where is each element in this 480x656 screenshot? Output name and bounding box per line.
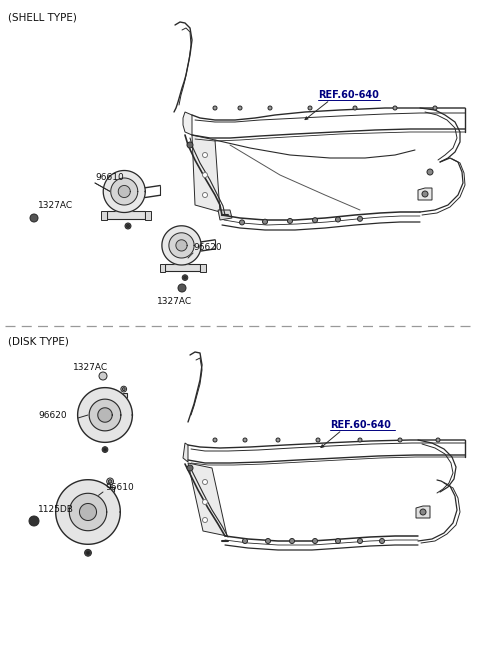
Polygon shape (107, 487, 113, 520)
Polygon shape (107, 211, 144, 218)
Polygon shape (218, 210, 232, 220)
Circle shape (243, 438, 247, 442)
Text: 1327AC: 1327AC (38, 201, 73, 209)
Circle shape (238, 106, 242, 110)
Polygon shape (78, 388, 132, 442)
Polygon shape (162, 226, 201, 265)
Text: 96620: 96620 (193, 243, 222, 253)
Circle shape (182, 275, 188, 280)
Circle shape (86, 551, 90, 554)
Circle shape (353, 106, 357, 110)
Text: 96620: 96620 (38, 411, 67, 419)
Circle shape (213, 106, 217, 110)
Text: 1327AC: 1327AC (73, 363, 108, 371)
Polygon shape (418, 188, 432, 200)
Circle shape (203, 192, 207, 197)
Circle shape (122, 388, 125, 390)
Circle shape (213, 438, 217, 442)
Polygon shape (188, 463, 227, 536)
Circle shape (203, 152, 207, 157)
Polygon shape (56, 480, 120, 544)
Circle shape (203, 480, 207, 485)
Text: 1125DB: 1125DB (38, 506, 74, 514)
Circle shape (99, 372, 107, 380)
Polygon shape (103, 171, 145, 213)
Circle shape (84, 549, 91, 556)
Circle shape (29, 516, 39, 526)
Circle shape (398, 438, 402, 442)
Polygon shape (111, 178, 138, 205)
Circle shape (121, 386, 127, 392)
Circle shape (358, 216, 362, 221)
Text: 96610: 96610 (105, 483, 134, 493)
Text: (DISK TYPE): (DISK TYPE) (8, 336, 69, 346)
Circle shape (103, 413, 107, 417)
Circle shape (107, 478, 113, 485)
Circle shape (203, 173, 207, 178)
Text: 1327AC: 1327AC (157, 298, 192, 306)
Circle shape (289, 539, 295, 544)
Polygon shape (98, 408, 112, 422)
Text: (SHELL TYPE): (SHELL TYPE) (8, 12, 77, 22)
Circle shape (393, 106, 397, 110)
Circle shape (187, 465, 193, 471)
Circle shape (187, 142, 193, 148)
Circle shape (422, 191, 428, 197)
Circle shape (30, 214, 38, 222)
Polygon shape (121, 394, 127, 422)
Polygon shape (192, 135, 220, 212)
Circle shape (276, 438, 280, 442)
Circle shape (268, 106, 272, 110)
Circle shape (263, 219, 267, 224)
Polygon shape (144, 211, 151, 220)
Circle shape (178, 284, 186, 292)
Circle shape (436, 438, 440, 442)
Polygon shape (183, 112, 192, 135)
Polygon shape (416, 506, 430, 518)
Polygon shape (201, 264, 206, 272)
Circle shape (288, 218, 292, 224)
Polygon shape (89, 399, 121, 431)
Polygon shape (69, 493, 107, 531)
Polygon shape (183, 443, 188, 462)
Circle shape (104, 448, 107, 451)
Text: 96610: 96610 (95, 173, 124, 182)
Polygon shape (169, 233, 194, 258)
Polygon shape (101, 211, 107, 220)
Circle shape (427, 169, 433, 175)
Circle shape (308, 106, 312, 110)
Circle shape (420, 509, 426, 515)
Polygon shape (80, 504, 96, 520)
Circle shape (102, 447, 108, 453)
Circle shape (125, 223, 131, 229)
Polygon shape (118, 186, 130, 197)
Circle shape (316, 438, 320, 442)
Circle shape (203, 499, 207, 504)
Circle shape (127, 224, 130, 228)
Circle shape (108, 480, 112, 483)
Circle shape (336, 217, 340, 222)
Circle shape (358, 539, 362, 544)
Circle shape (242, 539, 248, 544)
Circle shape (380, 539, 384, 544)
Circle shape (312, 218, 317, 222)
Circle shape (358, 438, 362, 442)
Circle shape (433, 106, 437, 110)
Circle shape (240, 220, 244, 225)
Circle shape (85, 510, 91, 514)
Polygon shape (166, 264, 201, 270)
Text: REF.60-640: REF.60-640 (330, 420, 391, 430)
Polygon shape (160, 264, 166, 272)
Text: REF.60-640: REF.60-640 (318, 90, 379, 100)
Circle shape (312, 539, 317, 544)
Circle shape (183, 276, 186, 279)
Polygon shape (176, 240, 187, 251)
Circle shape (265, 539, 271, 544)
Circle shape (336, 539, 340, 544)
Circle shape (203, 518, 207, 522)
